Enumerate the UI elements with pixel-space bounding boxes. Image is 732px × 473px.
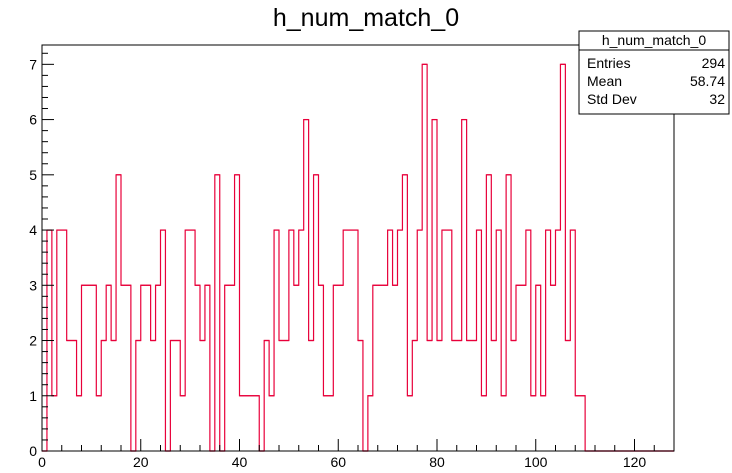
- stats-stddev-label: Std Dev: [587, 91, 637, 107]
- x-tick-label: 100: [524, 454, 548, 470]
- x-tick-label: 20: [133, 454, 149, 470]
- x-tick-label: 60: [330, 454, 346, 470]
- stats-stddev-value: 32: [709, 91, 725, 107]
- x-tick-label: 40: [232, 454, 248, 470]
- y-tick-label: 1: [29, 388, 37, 404]
- histogram-outline: [42, 63, 674, 452]
- y-tick-label: 5: [29, 167, 37, 183]
- axes: 0 20 40 60 80 100 120 0 1 2 3 4 5 6 7: [29, 52, 675, 470]
- y-tick-label: 2: [29, 333, 37, 349]
- stats-entries-label: Entries: [587, 55, 631, 71]
- stats-entries-value: 294: [702, 55, 726, 71]
- x-tick-label: 80: [429, 454, 445, 470]
- y-tick-label: 4: [29, 222, 37, 238]
- chart-title: h_num_match_0: [273, 4, 459, 32]
- y-tick-label: 6: [29, 112, 37, 128]
- y-tick-label: 7: [29, 56, 37, 72]
- y-tick-label: 3: [29, 277, 37, 293]
- stats-box-title: h_num_match_0: [602, 32, 707, 48]
- stats-mean-value: 58.74: [690, 73, 725, 89]
- stats-box: h_num_match_0 Entries 294 Mean 58.74 Std…: [578, 30, 730, 115]
- stats-mean-label: Mean: [587, 73, 622, 89]
- x-tick-label: 0: [38, 454, 46, 470]
- x-tick-label: 120: [623, 454, 647, 470]
- histogram-layer: [42, 63, 674, 452]
- stats-box-frame: [578, 30, 730, 115]
- y-tick-label: 0: [29, 443, 37, 459]
